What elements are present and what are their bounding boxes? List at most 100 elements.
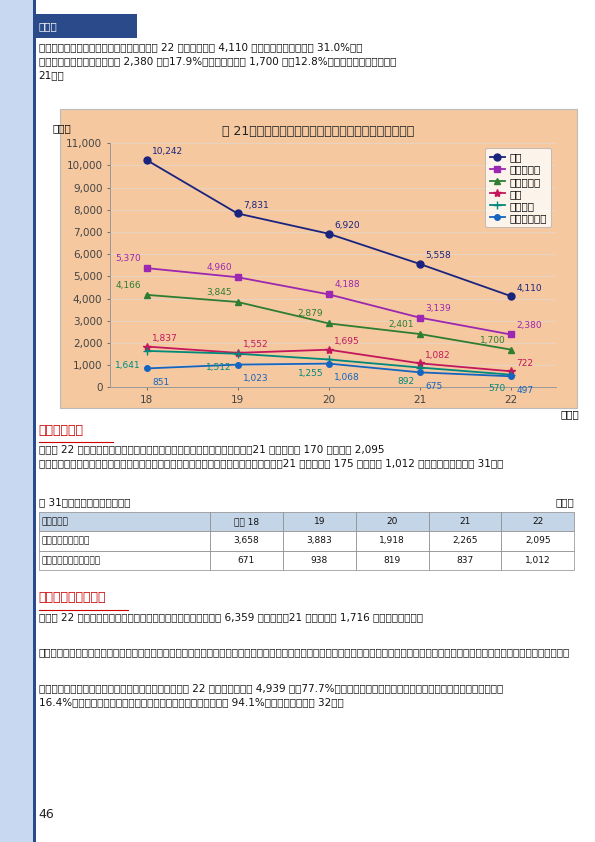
Text: 2,265: 2,265 xyxy=(452,536,478,546)
インドネシア xyxy=(416,367,423,377)
Text: 5,558: 5,558 xyxy=(425,252,451,260)
ベトナム xyxy=(143,346,150,356)
Text: （件）: （件） xyxy=(555,497,574,507)
Bar xyxy=(210,531,283,551)
Text: 671: 671 xyxy=(238,556,255,565)
Text: 1,512: 1,512 xyxy=(206,364,232,372)
Text: 1,023: 1,023 xyxy=(243,375,269,383)
韓国・朝鮮 xyxy=(143,290,150,300)
タイ xyxy=(416,358,423,368)
ベトナム xyxy=(416,362,423,372)
ベトナム xyxy=(507,370,514,380)
Text: （人）: （人） xyxy=(52,124,71,133)
Text: 851: 851 xyxy=(152,378,170,387)
インドネシア xyxy=(325,359,332,369)
Line: タイ: タイ xyxy=(142,343,515,376)
Text: 819: 819 xyxy=(384,556,400,565)
フィリピン xyxy=(325,290,332,300)
フィリピン xyxy=(143,263,150,273)
中国 xyxy=(507,291,514,301)
タイ xyxy=(234,348,241,358)
Text: 3,845: 3,845 xyxy=(206,288,232,297)
中国 xyxy=(143,155,150,165)
Text: 在留特別許可件数を退去強制事由別に見ると，平成 22 年は不法残留が 4,939 件（77.7%）で最も多い。次いで，不法入国・不法上陸の占める割合は 16.4: 在留特別許可件数を退去強制事由別に見ると，平成 22 年は不法残留が 4,939… xyxy=(39,683,503,707)
Bar xyxy=(60,109,577,408)
Bar xyxy=(36,14,137,38)
Bar xyxy=(502,551,574,570)
Text: 退去強制令書によるもの: 退去強制令書によるもの xyxy=(42,556,101,565)
ベトナム xyxy=(234,349,241,359)
Text: （４）在留特別許可: （４）在留特別許可 xyxy=(39,591,106,604)
Text: 4,960: 4,960 xyxy=(206,264,232,272)
Text: 20: 20 xyxy=(386,517,398,526)
Bar xyxy=(502,531,574,551)
インドネシア xyxy=(143,364,150,374)
Text: 892: 892 xyxy=(397,377,414,386)
Text: 1,695: 1,695 xyxy=(334,337,360,346)
Text: 3,883: 3,883 xyxy=(306,536,332,546)
Bar xyxy=(39,531,210,551)
インドネシア xyxy=(234,360,241,370)
Text: 1,700: 1,700 xyxy=(480,336,505,344)
Text: 837: 837 xyxy=(456,556,474,565)
Bar xyxy=(356,512,428,531)
Text: 平成 18: 平成 18 xyxy=(234,517,259,526)
Text: 1,068: 1,068 xyxy=(334,373,360,382)
韓国・朝鮮 xyxy=(234,297,241,307)
Text: 722: 722 xyxy=(516,359,533,368)
Line: 韓国・朝鮮: 韓国・朝鮮 xyxy=(143,291,514,353)
Text: 4,110: 4,110 xyxy=(516,284,542,292)
韓国・朝鮮 xyxy=(507,344,514,354)
Text: 22: 22 xyxy=(532,517,543,526)
Text: 令書の種類: 令書の種類 xyxy=(42,517,68,526)
Text: 2,401: 2,401 xyxy=(389,320,414,329)
タイ xyxy=(507,366,514,376)
Text: 10,242: 10,242 xyxy=(152,147,183,157)
Text: なお，在留特別許可を受けた外国人の多くは，日本人等と婚姻するなど，日本人等との密接な身分関係を有し，また実態として，様々な形で我が国に生活の基盤を築いている状況: なお，在留特別許可を受けた外国人の多くは，日本人等と婚姻するなど，日本人等との密… xyxy=(39,647,570,658)
フィリピン xyxy=(416,312,423,322)
Text: 2,380: 2,380 xyxy=(516,321,542,329)
韓国・朝鮮 xyxy=(325,318,332,328)
中国 xyxy=(325,229,332,239)
Bar xyxy=(502,512,574,531)
フィリピン xyxy=(507,329,514,339)
中国 xyxy=(234,209,241,219)
Text: 平成 22 年に法務大臣が在留を特別に許可した外国人の数は 6,359 人であり，21 年と比べて 1,716 人増加している。: 平成 22 年に法務大臣が在留を特別に許可した外国人の数は 6,359 人であり… xyxy=(39,612,422,622)
Bar xyxy=(33,0,36,842)
韓国・朝鮮 xyxy=(416,329,423,339)
フィリピン xyxy=(234,272,241,282)
Line: フィリピン: フィリピン xyxy=(143,264,514,338)
Text: 収容令書によるもの: 収容令書によるもの xyxy=(42,536,90,546)
Bar xyxy=(428,531,502,551)
Bar xyxy=(283,531,356,551)
Line: 中国: 中国 xyxy=(143,157,514,300)
インドネシア xyxy=(507,371,514,381)
Text: 675: 675 xyxy=(425,382,443,391)
Text: 570: 570 xyxy=(488,384,505,393)
Bar xyxy=(210,551,283,570)
Text: 1,641: 1,641 xyxy=(115,360,141,370)
Text: 3,139: 3,139 xyxy=(425,304,451,312)
Text: 2,879: 2,879 xyxy=(298,310,323,318)
Bar xyxy=(428,512,502,531)
Text: 平成 22 年に収容令書により収容されていた者が仮放免された件数は，21 年と比べて 170 件減少し 2,095 件となっている。また，退去強制令書により収容: 平成 22 年に収容令書により収容されていた者が仮放免された件数は，21 年と比… xyxy=(39,445,503,469)
Text: 第１部: 第１部 xyxy=(39,21,58,31)
タイ xyxy=(325,344,332,354)
Text: 4,166: 4,166 xyxy=(115,281,141,290)
Text: 5,370: 5,370 xyxy=(115,254,141,264)
Text: （年）: （年） xyxy=(561,409,580,419)
Bar xyxy=(428,551,502,570)
ベトナム xyxy=(325,354,332,365)
Line: ベトナム: ベトナム xyxy=(142,347,515,379)
Text: 6,920: 6,920 xyxy=(334,221,360,230)
Text: 46: 46 xyxy=(39,808,54,821)
Text: 図 21　主な国籍（出身地）別退去強制令書の発付状況: 図 21 主な国籍（出身地）別退去強制令書の発付状況 xyxy=(222,125,415,137)
Text: 3,658: 3,658 xyxy=(234,536,259,546)
Bar xyxy=(39,512,210,531)
Text: 938: 938 xyxy=(311,556,328,565)
Bar xyxy=(283,512,356,531)
Text: 4,188: 4,188 xyxy=(334,280,360,290)
Bar xyxy=(0,0,33,842)
Text: 497: 497 xyxy=(516,386,534,395)
Text: 1,012: 1,012 xyxy=(525,556,550,565)
